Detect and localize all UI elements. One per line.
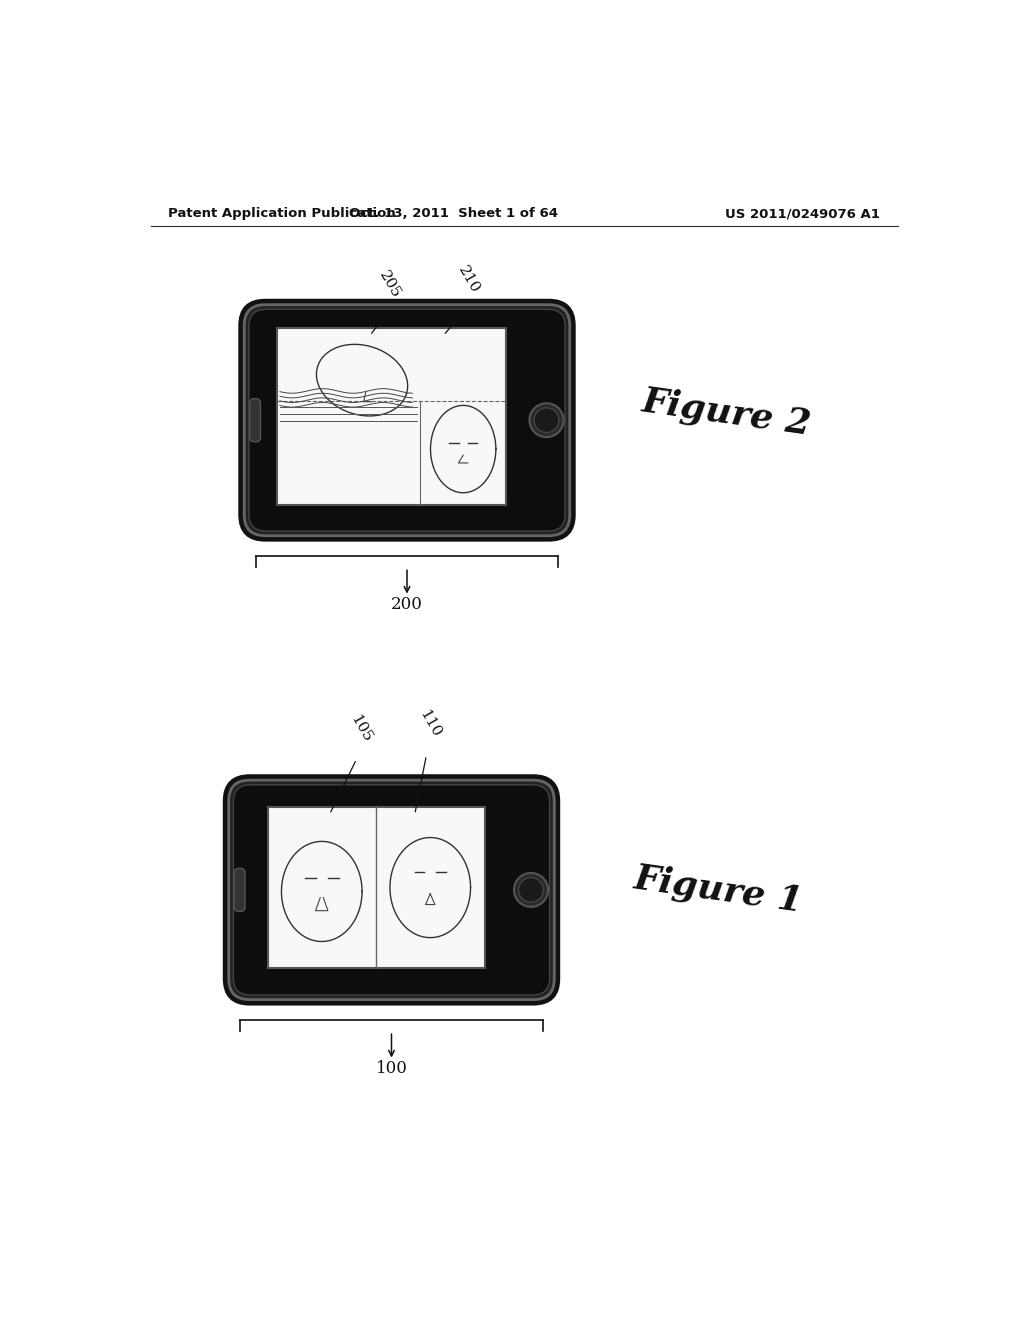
FancyBboxPatch shape	[228, 780, 554, 999]
Bar	[276, 327, 506, 506]
Text: Oct. 13, 2011  Sheet 1 of 64: Oct. 13, 2011 Sheet 1 of 64	[349, 207, 558, 220]
Text: 105: 105	[347, 713, 374, 744]
Text: Figure 1: Figure 1	[632, 861, 806, 919]
FancyBboxPatch shape	[241, 301, 573, 540]
FancyBboxPatch shape	[233, 785, 550, 995]
Circle shape	[535, 408, 559, 433]
FancyBboxPatch shape	[234, 869, 245, 911]
FancyBboxPatch shape	[249, 309, 565, 531]
Text: 100: 100	[376, 1060, 408, 1077]
Circle shape	[514, 873, 548, 907]
FancyBboxPatch shape	[245, 305, 569, 536]
Text: US 2011/0249076 A1: US 2011/0249076 A1	[725, 207, 880, 220]
Text: 110: 110	[417, 708, 443, 739]
Text: Patent Application Publication: Patent Application Publication	[168, 207, 396, 220]
Bar	[267, 807, 484, 969]
FancyBboxPatch shape	[250, 399, 260, 442]
Circle shape	[529, 404, 563, 437]
Text: 210: 210	[456, 263, 482, 296]
Text: Figure 2: Figure 2	[640, 384, 813, 441]
FancyBboxPatch shape	[225, 776, 558, 1003]
Text: 200: 200	[391, 595, 423, 612]
Text: 205: 205	[377, 269, 403, 301]
Circle shape	[518, 878, 544, 903]
